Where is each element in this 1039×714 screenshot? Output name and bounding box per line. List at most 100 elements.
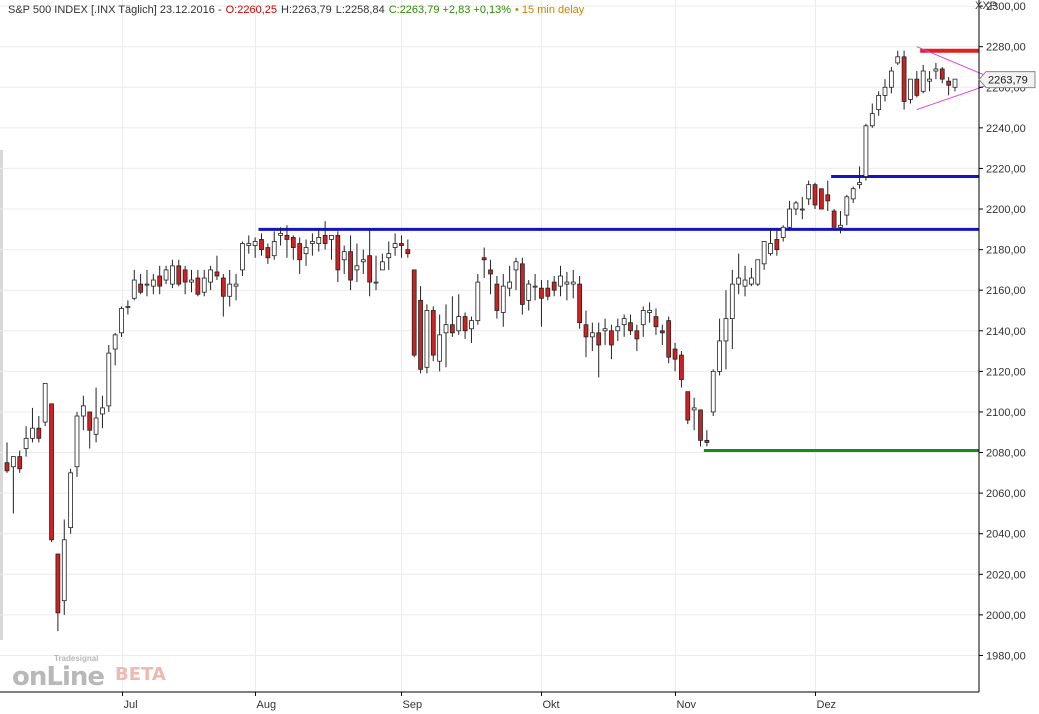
y-tick-label: 2020,00 [986,569,1026,581]
candle-body-up [68,472,73,529]
candle-body-down [322,235,328,244]
candle [857,166,862,189]
candle [577,275,582,329]
candle-body-up [780,226,786,238]
x-tick-label: Okt [543,699,560,711]
candle [449,296,455,337]
candle-body-up [131,279,137,299]
candle [61,519,67,615]
candle [488,259,493,295]
high-value: H:2263,79 [280,4,332,16]
candle [863,123,869,181]
candle [519,257,525,315]
candle [589,322,595,352]
candle-body-down [609,330,614,346]
candle-body-up [80,405,86,417]
candle-body-down [259,239,264,251]
candle [500,273,506,327]
candle-body-up [844,196,850,216]
candle [558,265,563,297]
y-axis-ticks[interactable]: 1980,00 2000,00 2020,00 2040,00 2060,00 2080,… [979,1,1026,662]
candle [176,259,182,287]
candle-body-up [240,243,245,271]
candle-body-up [380,261,385,271]
candle-body-up [310,241,315,244]
candle-body-down [704,439,710,443]
candle [787,200,792,230]
candle-body-up [10,456,16,468]
candle-body-down [628,322,633,332]
tradesignal-logo: Tradesignal onLine BETA [12,654,182,692]
candle [551,275,557,297]
candle [10,456,16,514]
candle-body-up [303,247,309,255]
candle [316,229,322,252]
candle-body-up [717,340,722,372]
candle-body-down [659,330,665,334]
y-tick-label: 2160,00 [986,285,1026,297]
candle [831,209,837,228]
candle-body-up [233,283,239,287]
candle [755,259,761,287]
candle [666,316,672,364]
candle [933,62,939,80]
candle [380,253,385,271]
candle-body-down [685,391,691,421]
x-axis-ticks[interactable]: Jul Aug Sep Okt Nov Dez [122,692,837,711]
candle-body-down [214,271,220,277]
candle [106,344,112,412]
y-tick-label: 2300,00 [986,1,1026,13]
candle-body-up [768,243,773,255]
candle-body-up [271,241,277,257]
candle [278,227,283,246]
candle-body-up [787,208,792,228]
candle [214,255,220,281]
symbol-label: XXP [974,0,997,12]
candle-body-down [87,411,93,431]
candle-body-down [672,348,678,360]
candle [889,66,894,94]
candle-body-up [150,279,156,287]
candle [672,342,678,372]
candle [710,369,716,417]
candle [628,314,633,335]
candle [513,257,519,291]
candle-body-up [526,283,532,301]
candle [761,241,767,270]
candle-body-up [341,251,347,261]
logo-online: onLine [12,662,105,692]
candle-body-up [112,334,118,350]
candle [220,273,226,317]
candle [920,64,926,94]
candle [647,302,652,323]
candle [927,71,932,92]
candle-body-up [507,281,513,289]
candle-body-up [749,277,754,285]
candle [201,269,207,297]
candle-body-up [42,383,48,423]
candle-body-down [367,255,373,283]
candle [882,79,888,102]
candle [659,324,665,345]
candle [526,280,532,311]
candle-body-up [691,407,697,411]
y-tick-label: 1980,00 [986,650,1026,662]
candle-body-up [857,182,862,186]
candle [564,271,570,301]
candle-body-down [138,283,143,293]
candle-body-up [93,417,99,435]
candle-body-down [182,269,188,283]
candle-body-up [927,78,932,82]
candle [430,306,436,362]
candle [901,50,907,110]
candle-body-down [36,427,42,439]
candle-body-down [812,184,818,206]
candle [144,269,150,297]
candle-body-up [908,78,913,100]
candle-body-down [195,277,201,295]
candle [946,77,952,96]
candle-body-down [583,324,589,338]
candle-body-up [163,269,169,281]
candle [163,265,169,285]
